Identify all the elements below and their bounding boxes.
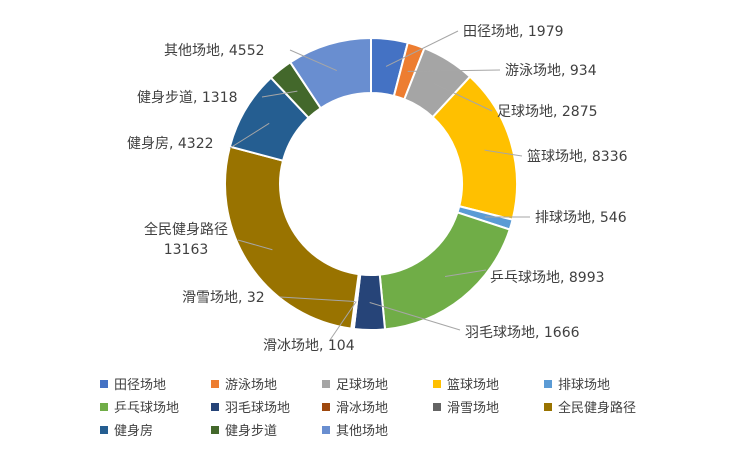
legend-item: 游泳场地 (211, 374, 322, 393)
legend-item: 全民健身路径 (544, 397, 674, 416)
legend-swatch (544, 402, 552, 411)
data-label: 乒乓球场地, 8993 (490, 270, 605, 286)
legend-swatch (433, 402, 441, 411)
legend-swatch (433, 379, 441, 388)
leader-line (484, 149, 523, 157)
legend-swatch (100, 402, 108, 411)
legend-label: 滑冰场地 (336, 401, 389, 416)
leader-line (444, 269, 487, 278)
data-label: 健身步道, 1318 (137, 90, 238, 106)
legend: 田径场地 游泳场地 足球场地 篮球场地 排球场地 乒乓球场地 羽毛球场地 滑冰场… (100, 372, 700, 441)
data-label: 排球场地, 546 (535, 210, 627, 226)
data-label: 羽毛球场地, 1666 (465, 325, 580, 341)
legend-label: 篮球场地 (447, 378, 500, 393)
data-label: 足球场地, 2875 (497, 104, 598, 120)
legend-row-1: 田径场地 游泳场地 足球场地 篮球场地 排球场地 (100, 372, 700, 395)
legend-row-3: 健身房 健身步道 其他场地 (100, 418, 700, 441)
leader-line (385, 30, 459, 67)
legend-label: 乒乓球场地 (114, 401, 180, 416)
donut-slices (224, 36, 518, 331)
legend-item: 健身房 (100, 420, 211, 439)
leader-line (229, 122, 270, 149)
data-label: 篮球场地, 8336 (527, 149, 628, 165)
legend-swatch (100, 379, 108, 388)
legend-swatch (100, 425, 108, 434)
leader-line (433, 83, 493, 112)
legend-item: 羽毛球场地 (211, 397, 322, 416)
legend-label: 游泳场地 (225, 378, 278, 393)
data-label: 滑雪场地, 32 (182, 289, 265, 306)
legend-swatch (322, 402, 330, 411)
legend-row-2: 乒乓球场地 羽毛球场地 滑冰场地 滑雪场地 全民健身路径 (100, 395, 700, 418)
leader-line (261, 90, 298, 98)
legend-item: 乒乓球场地 (100, 397, 211, 416)
donut-slice (224, 145, 360, 330)
data-label: 游泳场地, 934 (505, 63, 597, 79)
legend-item: 足球场地 (322, 374, 433, 393)
legend-label: 其他场地 (336, 424, 389, 439)
leader-line (329, 301, 357, 341)
legend-item: 篮球场地 (433, 374, 544, 393)
leader-line (407, 69, 501, 72)
legend-item: 其他场地 (322, 420, 433, 439)
legend-swatch (211, 402, 219, 411)
data-label: 健身房, 4322 (127, 136, 214, 152)
legend-item: 排球场地 (544, 374, 655, 393)
donut-slice (288, 36, 372, 110)
data-label: 其他场地, 4552 (164, 43, 265, 59)
legend-label: 全民健身路径 (558, 401, 637, 416)
data-label: 滑冰场地, 104 (263, 337, 355, 354)
data-labels: 田径场地, 1979 游泳场地, 934 足球场地, 2875 篮球场地, 8336 排… (127, 24, 628, 354)
leader-lines (229, 30, 531, 341)
legend-item: 健身步道 (211, 420, 322, 439)
legend-label: 滑雪场地 (447, 401, 500, 416)
legend-label: 排球场地 (558, 378, 611, 393)
leader-line (289, 49, 337, 72)
legend-swatch (322, 425, 330, 434)
legend-label: 足球场地 (336, 378, 389, 393)
legend-swatch (211, 379, 219, 388)
leader-line (279, 296, 356, 302)
legend-swatch (544, 379, 552, 388)
legend-item: 田径场地 (100, 374, 211, 393)
data-label: 田径场地, 1979 (463, 24, 564, 40)
legend-label: 健身房 (114, 424, 154, 439)
leader-line (237, 239, 273, 251)
legend-label: 健身步道 (225, 424, 278, 439)
legend-item: 滑雪场地 (433, 397, 544, 416)
legend-swatch (322, 379, 330, 388)
legend-item: 滑冰场地 (322, 397, 433, 416)
leader-line (369, 302, 461, 331)
legend-label: 田径场地 (114, 378, 167, 393)
data-label: 全民健身路径 13163 (144, 221, 228, 258)
legend-label: 羽毛球场地 (225, 401, 291, 416)
legend-swatch (211, 425, 219, 434)
